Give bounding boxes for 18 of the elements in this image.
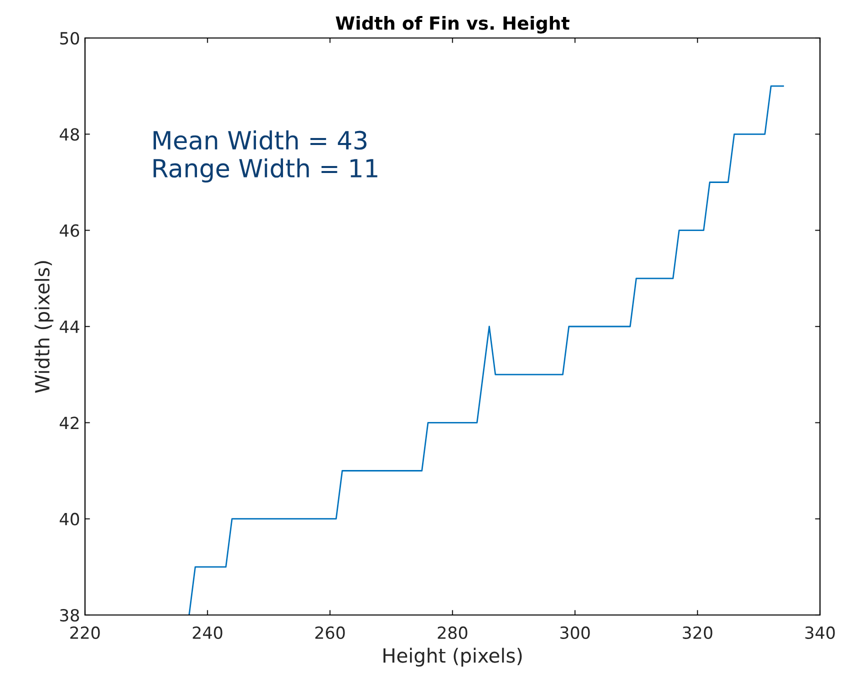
x-tick-label: 300 [560, 626, 590, 640]
y-tick-label: 46 [60, 224, 80, 237]
x-tick-label: 320 [682, 626, 712, 640]
x-tick-label: 260 [315, 626, 345, 640]
y-tick-label: 42 [60, 416, 78, 429]
y-tick-label: 40 [60, 512, 80, 526]
y-tick-label: 44 [60, 320, 80, 333]
x-axis-title: Height (pixels) [384, 648, 522, 667]
x-tick-label: 340 [805, 626, 835, 640]
x-tick-label: 240 [192, 626, 222, 640]
chart-title: Width of Fin vs. Height [336, 16, 570, 34]
y-tick-label: 48 [60, 128, 79, 141]
y-axis-title: Width (pixels) [34, 261, 54, 393]
x-tick-label: 280 [438, 626, 468, 640]
annotation: Mean Width = 43 Range Width = 11 [154, 130, 378, 183]
x-tick-label: 220 [70, 626, 100, 640]
y-tick-label: 50 [60, 32, 80, 45]
y-tick-label: 38 [60, 608, 79, 622]
